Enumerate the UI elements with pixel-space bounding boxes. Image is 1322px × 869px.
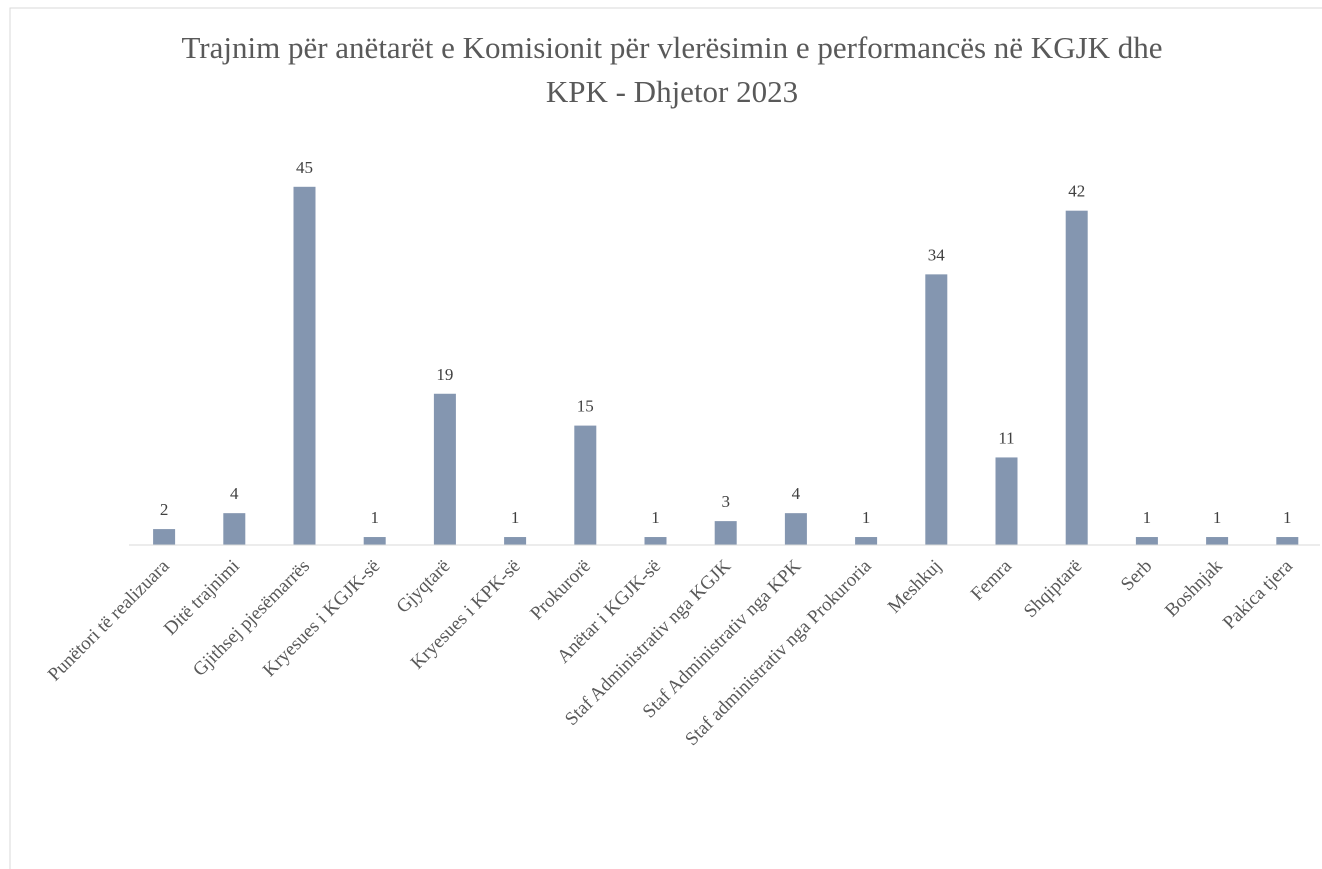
data-label: 4 — [230, 484, 239, 503]
data-label: 34 — [928, 245, 946, 264]
data-label: 1 — [511, 508, 520, 527]
bar — [363, 537, 386, 545]
x-tick-label: Kryesues i KGJK-së — [259, 556, 384, 681]
x-tick-label: Prokurorë — [526, 556, 595, 625]
chart-title: Trajnim për anëtarët e Komisionit për vl… — [181, 30, 1162, 65]
bar — [433, 393, 456, 545]
data-label: 4 — [792, 484, 801, 503]
data-label: 15 — [577, 397, 594, 416]
chart-border — [9, 7, 1322, 869]
x-tick-label: Serb — [1117, 556, 1156, 595]
data-label: 1 — [1143, 508, 1152, 527]
x-tick-label: Femra — [967, 555, 1017, 605]
bar — [644, 537, 667, 545]
data-label: 1 — [1213, 508, 1222, 527]
bar — [1135, 537, 1158, 545]
data-label: 45 — [296, 158, 313, 177]
x-tick-label: Shqiptarë — [1020, 556, 1086, 622]
data-label: 1 — [1283, 508, 1292, 527]
bar — [223, 513, 246, 545]
bar — [1276, 537, 1299, 545]
bar — [714, 521, 737, 545]
bar — [153, 529, 176, 545]
x-tick-label: Gjithsej pjesëmarrës — [189, 556, 314, 681]
bar — [784, 513, 807, 545]
x-tick-label: Meshkuj — [884, 556, 946, 618]
bar — [855, 537, 878, 545]
data-label: 11 — [998, 428, 1014, 447]
x-tick-label: Boshnjak — [1161, 555, 1227, 621]
data-label: 1 — [651, 508, 660, 527]
data-label: 3 — [721, 492, 730, 511]
bar — [1065, 210, 1088, 545]
bar — [1206, 537, 1229, 545]
bar — [995, 457, 1018, 545]
x-tick-label: Pakica tjera — [1219, 555, 1297, 633]
bar — [574, 425, 597, 545]
bar — [925, 274, 948, 545]
data-label: 1 — [862, 508, 871, 527]
data-label: 1 — [370, 508, 379, 527]
bar — [504, 537, 527, 545]
data-label: 19 — [436, 365, 453, 384]
x-tick-label: Punëtori të realizuara — [44, 555, 174, 685]
data-label: 42 — [1068, 182, 1085, 201]
bar — [293, 186, 316, 546]
chart-title: KPK - Dhjetor 2023 — [546, 74, 798, 109]
x-tick-label: Gjyqtarë — [393, 556, 455, 618]
data-label: 2 — [160, 500, 169, 519]
